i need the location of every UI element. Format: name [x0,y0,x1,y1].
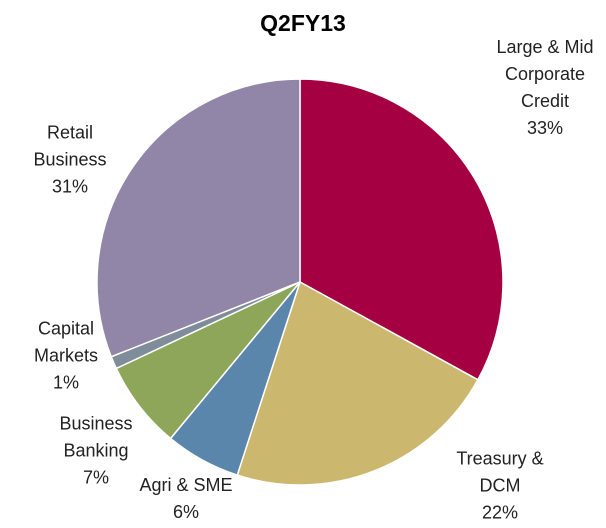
category-label: Capital Markets [33,318,98,366]
category-label: Retail Business [33,122,107,170]
category-label: Business Banking [59,413,133,461]
category-label: Treasury & DCM [456,448,544,496]
category-label: Large & Mid Corporate Credit [496,37,594,111]
slice-label: Capital Markets 1% [16,316,116,397]
value-label: 6% [172,502,199,522]
pie-slice [236,280,479,486]
slice-label: Agri & SME 6% [116,472,256,526]
value-label: 31% [51,176,89,197]
value-label: 33% [526,118,564,138]
value-label: 22% [481,502,519,523]
slice-label: Business Banking 7% [36,411,156,492]
chart-title: Q2FY13 [260,10,346,36]
slice-label: Large & Mid Corporate Credit 33% [490,34,600,142]
slice-label: Treasury & DCM 22% [445,446,555,527]
pie-slice [299,78,504,381]
pie-slice [96,78,301,358]
slice-label: Retail Business 31% [10,120,130,201]
value-label: 7% [82,467,109,488]
category-label: Agri & SME [139,475,233,495]
value-label: 1% [52,372,79,393]
